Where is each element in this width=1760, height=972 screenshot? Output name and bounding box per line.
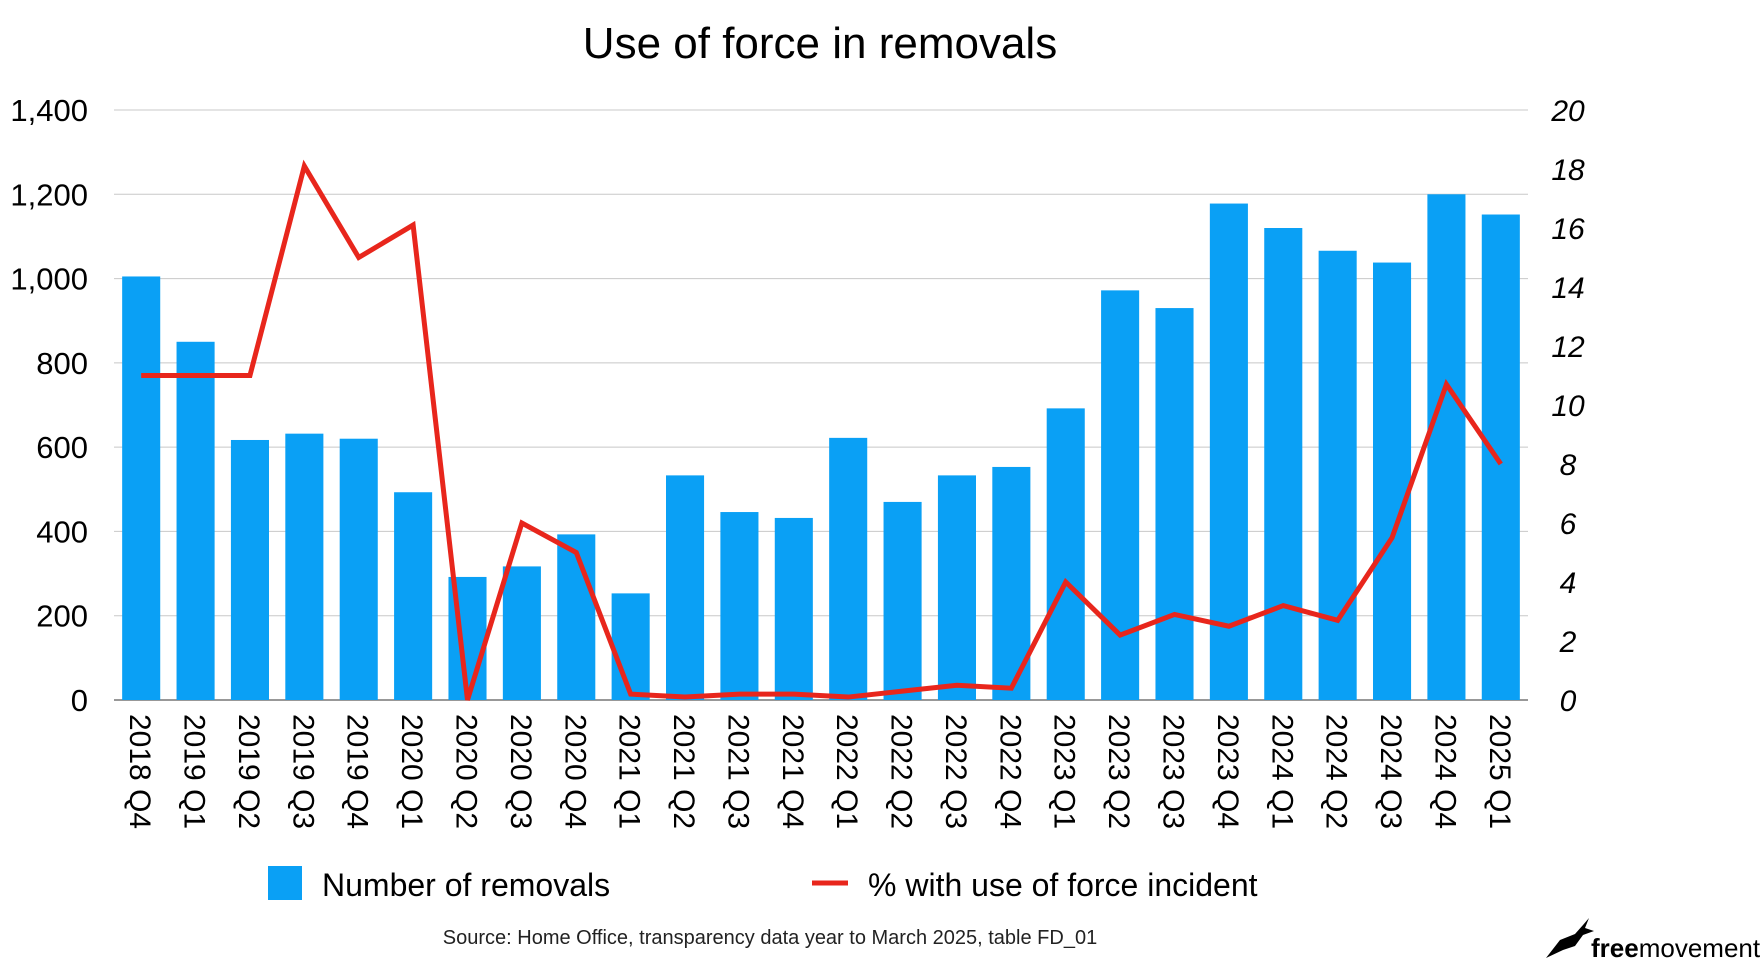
y-axis-right: 0 2 4 6 8 10 12 14 16 18 20	[1550, 95, 1585, 718]
y-tick-right: 10	[1551, 390, 1585, 423]
y-tick-left: 200	[36, 599, 88, 634]
bar	[1264, 228, 1303, 700]
logo-text-bold: free	[1591, 933, 1639, 963]
y-tick-left: 600	[36, 430, 88, 465]
y-tick-left: 1,200	[10, 177, 88, 212]
legend-label-bars: Number of removals	[322, 867, 610, 903]
y-tick-left: 1,000	[10, 262, 88, 297]
source-note: Source: Home Office, transparency data y…	[443, 927, 1097, 949]
bar	[502, 566, 541, 700]
x-tick-label: 2023 Q3	[1157, 714, 1190, 829]
y-tick-right: 6	[1560, 508, 1577, 541]
logo-text: freemovement	[1591, 933, 1760, 963]
bar	[883, 501, 922, 700]
bar	[1481, 214, 1520, 700]
x-tick-label: 2020 Q4	[558, 714, 591, 829]
bar	[1427, 194, 1466, 701]
x-tick-label: 2021 Q4	[776, 714, 809, 829]
bar	[285, 433, 324, 700]
bar	[230, 439, 269, 700]
x-tick-label: 2021 Q3	[721, 714, 754, 829]
y-tick-left: 1,400	[10, 93, 88, 128]
bar	[1209, 203, 1248, 701]
y-tick-right: 2	[1559, 626, 1577, 659]
x-axis: 2018 Q4 2019 Q1 2019 Q2 2019 Q3 2019 Q4 2020 …	[123, 714, 1516, 829]
y-tick-right: 18	[1551, 154, 1585, 187]
x-tick-label: 2020 Q3	[504, 714, 537, 829]
logo: freemovement	[1546, 918, 1760, 963]
bar	[394, 492, 433, 700]
x-tick-label: 2021 Q2	[667, 714, 700, 829]
line-series	[141, 159, 1503, 701]
x-tick-label: 2024 Q2	[1320, 714, 1353, 829]
bar	[829, 437, 868, 700]
bar	[339, 438, 378, 700]
bar	[774, 517, 813, 700]
x-tick-label: 2019 Q1	[178, 714, 211, 829]
y-axis-left: 0 200 400 600 800 1,000 1,200 1,400	[10, 93, 88, 718]
x-tick-label: 2022 Q3	[939, 714, 972, 829]
bar	[937, 475, 976, 700]
y-tick-right: 0	[1560, 685, 1577, 718]
x-tick-label: 2019 Q2	[232, 714, 265, 829]
bar	[557, 534, 596, 700]
y-tick-right: 12	[1551, 331, 1585, 364]
x-tick-label: 2018 Q4	[123, 714, 156, 829]
x-tick-label: 2022 Q2	[885, 714, 918, 829]
x-tick-label: 2021 Q1	[613, 714, 646, 829]
x-tick-label: 2024 Q4	[1428, 714, 1461, 829]
bar	[1046, 408, 1085, 700]
bar	[1318, 250, 1357, 700]
x-tick-label: 2023 Q1	[1048, 714, 1081, 829]
bar-series	[122, 194, 1520, 701]
y-tick-right: 16	[1551, 213, 1585, 246]
y-tick-left: 0	[71, 683, 88, 718]
legend-swatch-bars	[268, 866, 302, 900]
chart-title: Use of force in removals	[583, 19, 1057, 68]
legend-label-line: % with use of force incident	[868, 867, 1258, 903]
y-tick-left: 800	[36, 346, 88, 381]
bar	[1101, 290, 1140, 700]
x-tick-label: 2020 Q2	[450, 714, 483, 829]
bar	[1155, 308, 1194, 700]
y-tick-right: 4	[1560, 567, 1577, 600]
bar	[122, 276, 161, 700]
x-tick-label: 2020 Q1	[395, 714, 428, 829]
x-tick-label: 2023 Q4	[1211, 714, 1244, 829]
x-tick-label: 2019 Q4	[341, 714, 374, 829]
y-tick-right: 8	[1560, 449, 1577, 482]
bar	[611, 593, 650, 700]
x-tick-label: 2022 Q1	[830, 714, 863, 829]
x-tick-label: 2024 Q3	[1374, 714, 1407, 829]
x-tick-label: 2025 Q1	[1483, 714, 1516, 829]
x-tick-label: 2019 Q3	[286, 714, 319, 829]
y-tick-right: 14	[1551, 272, 1584, 305]
bar	[666, 475, 705, 700]
x-tick-label: 2022 Q4	[993, 714, 1026, 829]
logo-text-regular: movement	[1639, 933, 1760, 963]
y-tick-right: 20	[1550, 95, 1585, 128]
legend: Number of removals % with use of force i…	[268, 866, 1258, 903]
bar	[720, 512, 759, 700]
bar	[176, 341, 215, 700]
x-tick-label: 2024 Q1	[1265, 714, 1298, 829]
bar	[1373, 262, 1412, 700]
line-path	[141, 159, 1503, 701]
y-tick-left: 400	[36, 514, 88, 549]
bird-icon	[1546, 918, 1594, 958]
x-tick-label: 2023 Q2	[1102, 714, 1135, 829]
